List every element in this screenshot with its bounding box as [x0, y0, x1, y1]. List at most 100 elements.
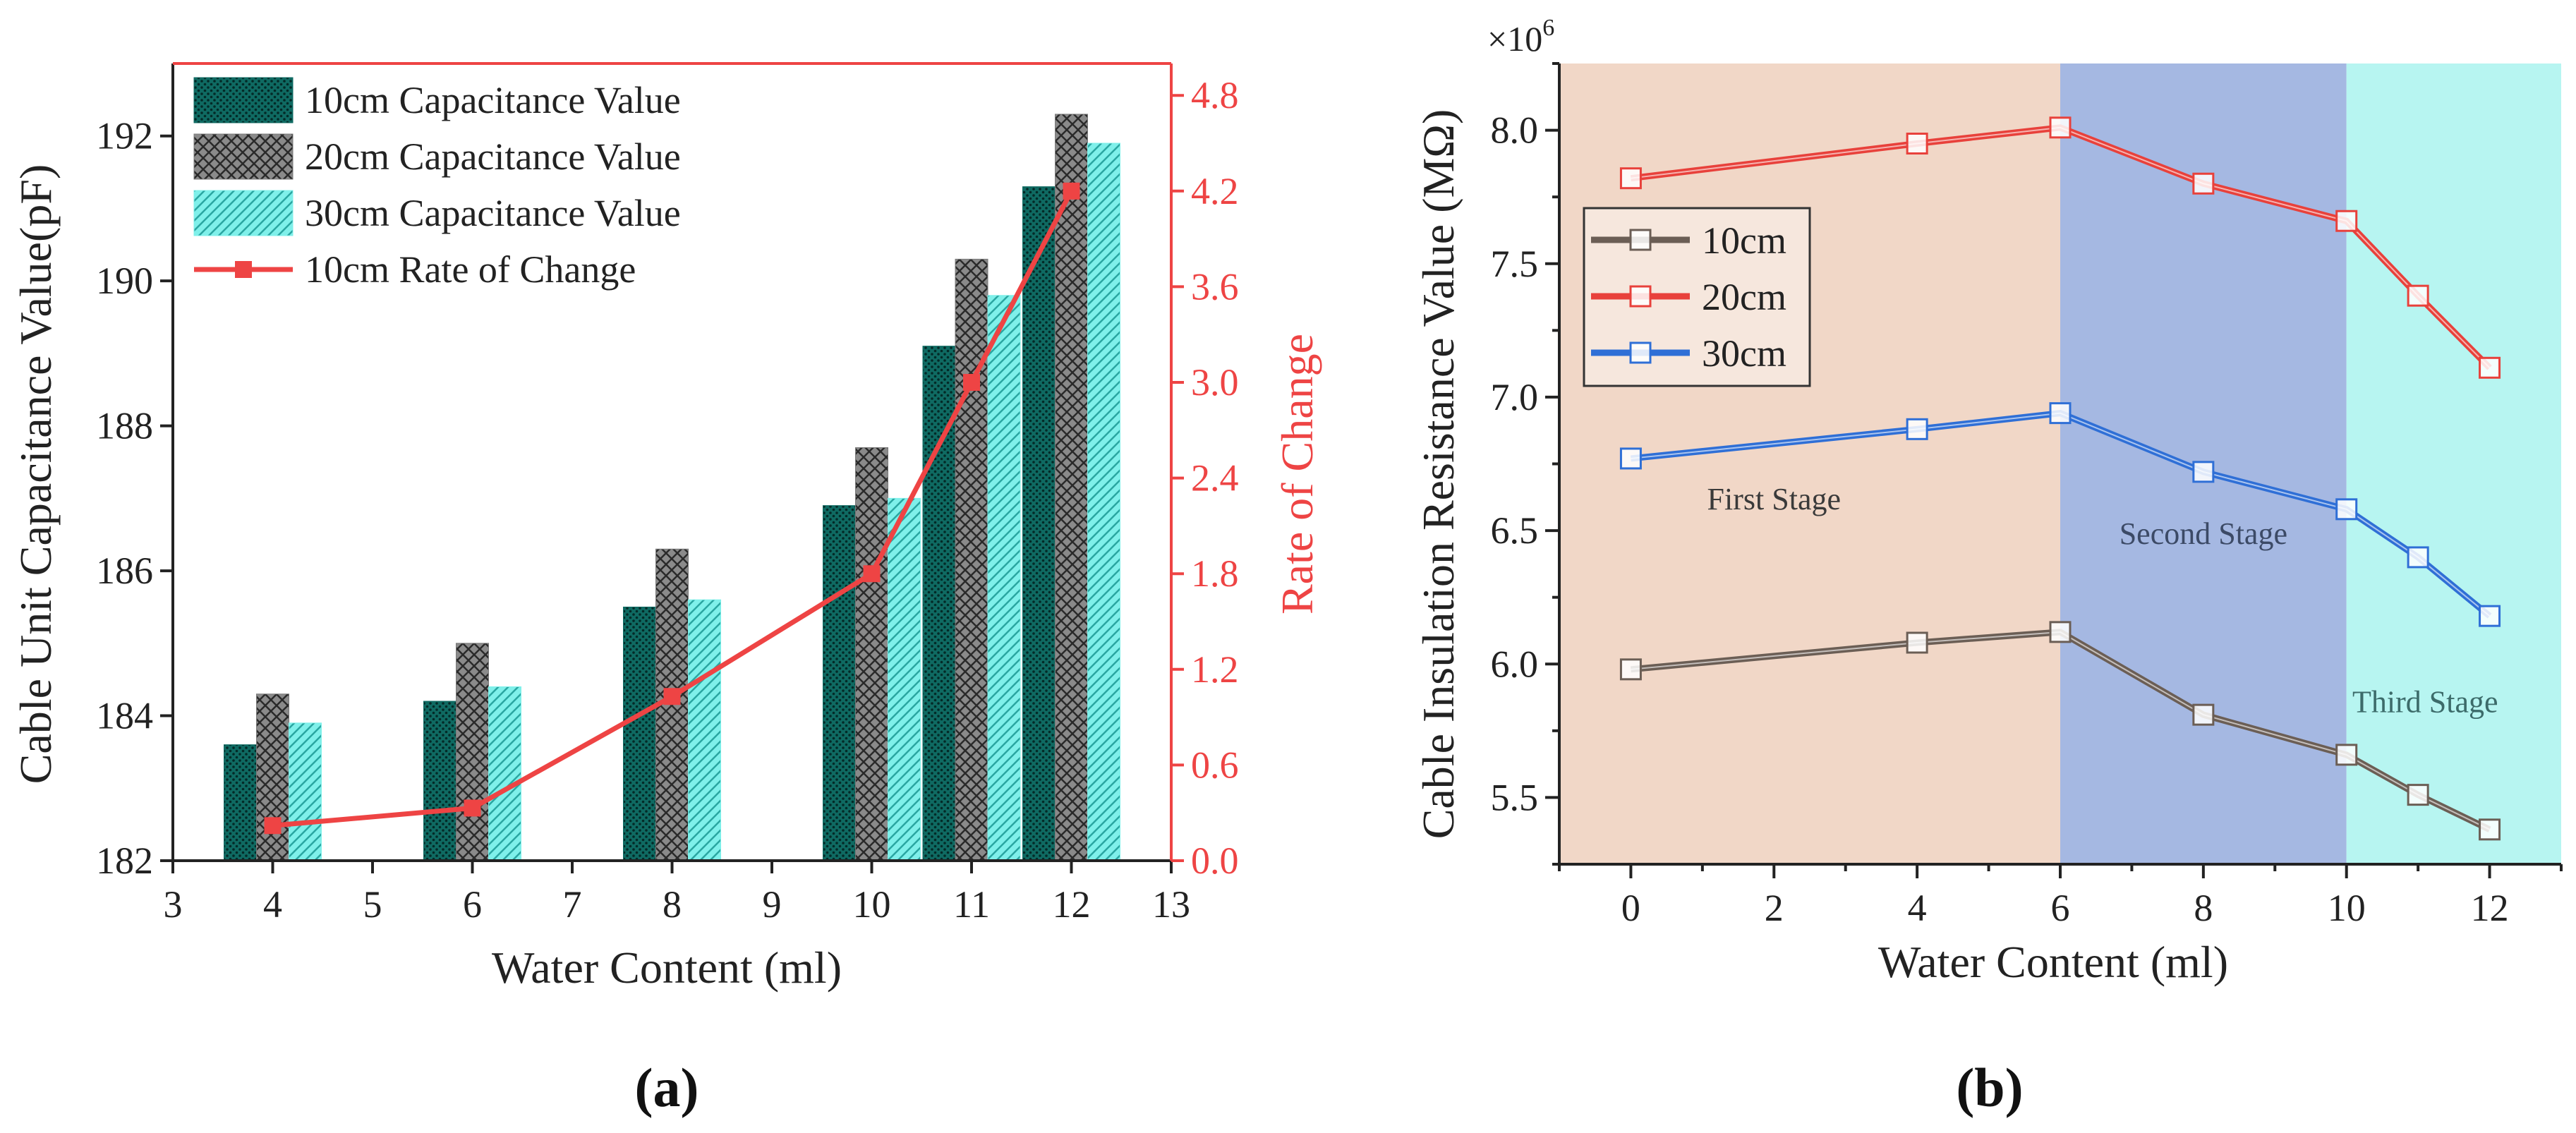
point-10cm-11 [2407, 784, 2429, 806]
point-30cm-11 [2407, 546, 2429, 569]
chart-b-ytick-5-5: 5.5 [1491, 776, 1539, 818]
chart-a-y2tick-3-6: 3.6 [1191, 265, 1239, 308]
rate-line-10cm [272, 190, 1074, 828]
point-30cm-8 [2192, 461, 2215, 483]
rate-point-11 [963, 374, 980, 391]
rate-point-12 [1063, 182, 1080, 200]
legend-label-30cm-capacitance-value: 30cm Capacitance Value [305, 192, 681, 234]
bar-20cm-capacitance-value-10 [855, 447, 888, 861]
chart-a-ytick-184: 184 [96, 695, 153, 737]
rate-point-6 [464, 799, 481, 817]
chart-a-ylabel: Cable Unit Capacitance Value(pF) [11, 164, 61, 784]
legend-swatch-30cm-capacitance-value [193, 190, 294, 236]
chart-a-ytick-188: 188 [96, 405, 153, 447]
point-10cm-12 [2479, 818, 2501, 841]
chart-a-caption: (a) [635, 1057, 699, 1118]
point-30cm-12 [2479, 605, 2501, 627]
chart-a-xtick-3: 3 [164, 883, 183, 926]
chart-a-y2tick-1-2: 1.2 [1191, 648, 1239, 691]
bar-10cm-capacitance-value-4 [224, 744, 257, 861]
chart-a-y2tick-4-2: 4.2 [1191, 170, 1239, 212]
chart-a-ytick-190: 190 [96, 260, 153, 302]
point-20cm-10 [2335, 210, 2358, 232]
chart-b-xtick-2: 2 [1765, 887, 1784, 929]
chart-b-xtick-4: 4 [1908, 887, 1927, 929]
point-20cm-0 [1619, 167, 1642, 190]
chart-a-xtick-9: 9 [763, 883, 782, 926]
chart-a-ytick-186: 186 [96, 550, 153, 592]
point-20cm-4 [1906, 133, 1928, 154]
point-30cm-10 [2335, 498, 2358, 521]
chart-b-y-multiplier: ×106 [1487, 15, 1554, 59]
bar-20cm-capacitance-value-12 [1055, 114, 1088, 861]
chart-a-xtick-7: 7 [563, 883, 582, 926]
point-20cm-11 [2407, 284, 2429, 307]
chart-b-ylabel: Cable Insulation Resistance Value (MΩ) [1413, 109, 1463, 840]
chart-b-xtick-0: 0 [1621, 887, 1640, 929]
point-20cm-6 [2049, 116, 2072, 139]
chart-b: First Stage Second Stage Third Stage 0 2 4 6 8… [1413, 15, 2563, 1118]
bar-20cm-capacitance-value-11 [955, 258, 988, 861]
rate-point-10 [863, 565, 881, 583]
legend-label-b-30cm: 30cm [1702, 332, 1786, 375]
chart-b-xtick-10: 10 [2328, 887, 2366, 929]
point-30cm-0 [1619, 447, 1642, 470]
chart-b-lines [1619, 116, 2501, 841]
bar-30cm-capacitance-value-12 [1087, 143, 1120, 861]
legend-marker-20cm [1629, 285, 1652, 308]
point-10cm-10 [2335, 744, 2358, 766]
legend-label-b-10cm: 10cm [1702, 219, 1786, 262]
stage-label-first-stage: First Stage [1707, 482, 1841, 516]
bar-30cm-capacitance-value-6 [488, 686, 521, 861]
chart-b-xlabel: Water Content (ml) [1878, 937, 2228, 987]
chart-a-xtick-8: 8 [663, 883, 682, 926]
bar-10cm-capacitance-value-11 [922, 346, 956, 861]
legend-swatch-20cm-capacitance-value [193, 133, 294, 180]
chart-a-y2tick-2-4: 2.4 [1191, 457, 1239, 499]
chart-b-ytick-7-0: 7.0 [1491, 376, 1539, 418]
legend-label-20cm-capacitance-value: 20cm Capacitance Value [305, 135, 681, 178]
chart-a-y2tick-0-6: 0.6 [1191, 744, 1239, 786]
chart-b-xtick-8: 8 [2194, 887, 2213, 929]
legend-label-10cm-rate-of-change: 10cm Rate of Change [305, 248, 636, 291]
legend-label-b-20cm: 20cm [1702, 276, 1786, 318]
bar-10cm-capacitance-value-10 [823, 505, 856, 861]
chart-a-y2tick-4-8: 4.8 [1191, 74, 1239, 116]
legend-label-10cm-capacitance-value: 10cm Capacitance Value [305, 79, 681, 121]
chart-b-ytick-7-5: 7.5 [1491, 243, 1539, 285]
chart-b-ytick-6-0: 6.0 [1491, 643, 1539, 685]
point-30cm-6 [2049, 402, 2072, 425]
chart-a: 3 4 5 6 7 8 9 10 11 12 13 182 184 186 188 190 192 0.0 0.6 1… [11, 62, 1322, 1118]
chart-a-y2tick-1-8: 1.8 [1191, 552, 1239, 595]
bar-20cm-capacitance-value-6 [456, 643, 489, 861]
chart-a-xtick-11: 11 [953, 883, 990, 926]
chart-a-xtick-10: 10 [853, 883, 891, 926]
chart-a-y2tick-0-0: 0.0 [1191, 840, 1239, 882]
chart-a-ytick-192: 192 [96, 115, 153, 157]
chart-a-ytick-182: 182 [96, 840, 153, 882]
stage-bg-first-stage [1559, 63, 2060, 864]
chart-a-xtick-6: 6 [463, 883, 482, 926]
point-20cm-8 [2192, 172, 2215, 195]
stage-label-third-stage: Third Stage [2352, 684, 2498, 719]
point-10cm-4 [1906, 631, 1928, 654]
bar-30cm-capacitance-value-11 [987, 295, 1021, 861]
bar-10cm-capacitance-value-6 [423, 701, 456, 861]
bar-20cm-capacitance-value-4 [256, 693, 289, 861]
bar-30cm-capacitance-value-4 [289, 722, 322, 861]
legend-swatch-10cm-capacitance-value [193, 77, 294, 123]
chart-b-axes: 0 2 4 6 8 10 12 5.5 6.0 6.5 7.0 7.5 8.0 [1491, 62, 2563, 929]
chart-b-stage-backgrounds: First Stage Second Stage Third Stage [1559, 63, 2561, 864]
rate-point-4 [264, 817, 282, 835]
chart-a-y2tick-3-0: 3.0 [1191, 361, 1239, 404]
legend-marker-30cm [1629, 341, 1652, 364]
rate-point-8 [663, 688, 681, 705]
chart-a-xlabel: Water Content (ml) [492, 943, 842, 993]
chart-a-xtick-13: 13 [1152, 883, 1190, 926]
chart-b-ytick-6-5: 6.5 [1491, 509, 1539, 552]
chart-a-rate-line [264, 182, 1080, 835]
chart-a-xtick-5: 5 [363, 883, 382, 926]
chart-a-y2label: Rate of Change [1272, 334, 1322, 614]
chart-a-xtick-12: 12 [1053, 883, 1091, 926]
